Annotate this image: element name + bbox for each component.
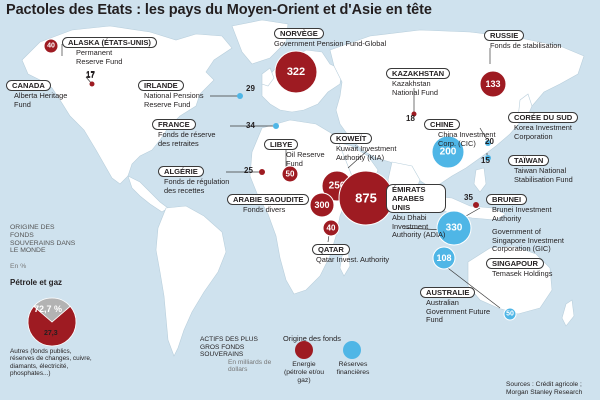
autres-label: Autres (fonds publics, réserves de chang… xyxy=(10,348,92,378)
fund-bubble-value-18: 108 xyxy=(436,253,451,263)
fund-bubble-16 xyxy=(473,202,479,208)
fund-bubble-18 xyxy=(432,246,456,270)
new-zealand-land xyxy=(561,299,575,327)
origin-pie-chart xyxy=(27,297,77,347)
fund-bubble-9 xyxy=(322,219,340,237)
fund-label-australie: AUSTRALIE Australian Government Future F… xyxy=(420,287,496,325)
fund-bubble-value-13: 200 xyxy=(440,147,457,158)
fund-bubble-value-8: 300 xyxy=(314,200,329,210)
fund-bubble-2 xyxy=(274,50,318,94)
origin-legend-unit: En % xyxy=(10,263,27,270)
fund-bubble-11 xyxy=(411,111,417,117)
reserves-legend-label: Réserves financières xyxy=(336,361,370,376)
fund-bubble-value-9: 40 xyxy=(327,224,336,233)
petrole-pct: 72,7 % xyxy=(34,304,63,314)
value-coree: 20 xyxy=(485,137,494,146)
fund-bubble-8 xyxy=(309,192,335,218)
fund-label-emirats: ÉMIRATS ARABES UNIS Abu Dhabi Investment… xyxy=(386,184,454,240)
fund-label-koweit: KOWEÏT Kuwait Investment Authority (KIA) xyxy=(330,133,406,162)
origin-legend-title: ORIGINE DES FONDS SOUVERAINS DANS LE MON… xyxy=(10,224,76,255)
size-legend-unit: En milliards de dollars xyxy=(228,358,272,374)
fund-label-norvege: NORVÈGE Government Pension Fund-Global xyxy=(274,28,387,48)
fund-bubble-value-10: 875 xyxy=(355,191,377,206)
fund-label-irlande: IRLANDE National Pensions Reserve Fund xyxy=(138,80,214,109)
value-kazakhstan: 18 xyxy=(406,114,415,123)
fund-bubble-value-0: 40 xyxy=(47,43,55,50)
size-legend: ACTIFS DES PLUS GROS FONDS SOUVERAINS En… xyxy=(200,336,284,374)
value-irlande: 29 xyxy=(246,84,255,93)
value-canada-plain: 17 xyxy=(86,70,95,79)
fund-bubble-14 xyxy=(485,140,491,146)
value-france: 34 xyxy=(246,121,255,130)
fund-label-kazakhstan: KAZAKHSTAN Kazakhstan National Fund xyxy=(386,68,456,97)
origin-funds-title: Origine des fonds xyxy=(283,334,341,343)
fund-bubble-17 xyxy=(436,210,472,246)
philippines-land xyxy=(473,167,487,193)
fund-bubble-value-17: 330 xyxy=(446,223,463,234)
north-america-land xyxy=(21,25,233,185)
value-algerie: 25 xyxy=(244,166,253,175)
map-title: Pactoles des Etats : les pays du Moyen-O… xyxy=(6,2,432,18)
fund-bubble-value-2: 322 xyxy=(287,66,305,78)
fund-bubble-6 xyxy=(259,169,265,175)
fund-bubble-3 xyxy=(237,93,243,99)
fund-bubble-1 xyxy=(89,81,95,87)
energy-legend-circle xyxy=(295,341,313,359)
source-note: Sources : Crédit agricole ; Morgan Stanl… xyxy=(506,381,583,396)
fund-label-arabie: ARABIE SAOUDITE Fonds divers xyxy=(227,194,310,215)
indonesia-land xyxy=(429,195,507,221)
fund-label-russie: RUSSIE Fonds de stabilisation xyxy=(484,30,562,51)
fund-label-alaska: ALASKA (ÉTATS-UNIS) Permanent Reserve Fu… xyxy=(62,37,157,66)
fund-label-brunei: BRUNEI Brunei Investment Authority xyxy=(486,194,562,223)
fund-label-qatar: QATAR Qatar Invest. Authority xyxy=(312,244,389,265)
fund-bubble-13 xyxy=(431,135,465,169)
size-legend-title: ACTIFS DES PLUS GROS FONDS SOUVERAINS xyxy=(200,336,258,359)
pie-slice-autres xyxy=(33,297,71,323)
fund-bubble-0 xyxy=(43,38,59,54)
fund-bubble-15 xyxy=(485,155,491,161)
origin-legend-symbols xyxy=(295,341,361,359)
fund-bubble-19 xyxy=(503,307,517,321)
reserves-legend-circle xyxy=(343,341,361,359)
fund-label-gic: Government of Singapore Investment Corpo… xyxy=(492,227,564,254)
fund-bubble-value-5: 50 xyxy=(286,170,295,179)
fund-bubble-12 xyxy=(479,70,507,98)
fund-label-algerie: ALGÉRIE Fonds de régulation des recettes xyxy=(158,166,234,195)
energy-legend-label: Energie (pétrole et/ou gaz) xyxy=(283,361,325,384)
south-america-land xyxy=(155,205,227,357)
fund-bubble-5 xyxy=(281,165,299,183)
fund-bubble-value-7: 250 xyxy=(329,181,346,192)
fund-label-libye: LIBYE Oil Reserve Fund xyxy=(264,139,328,168)
fund-label-coree: CORÉE DU SUD Korea Investment Corporatio… xyxy=(508,112,584,141)
fund-label-france: FRANCE Fonds de réserve des retraites xyxy=(152,119,228,148)
value-taiwan: 15 xyxy=(481,156,490,165)
fund-bubble-4 xyxy=(273,123,279,129)
fund-label-canada: CANADA 17 Alberta Heritage Fund xyxy=(6,71,95,109)
fund-bubble-value-19: 50 xyxy=(506,311,514,318)
uk-land xyxy=(261,67,275,87)
fund-label-singapour: SINGAPOUR Temasek Holdings xyxy=(486,258,552,279)
pie-slice-petrole xyxy=(27,305,77,347)
fund-label-chine: CHINE China Investment Corp. (CIC) xyxy=(424,119,508,148)
value-brunei: 35 xyxy=(464,193,473,202)
fund-label-taiwan: TAÏWAN Taiwan National Stabilisation Fun… xyxy=(508,155,590,184)
fund-bubble-value-12: 133 xyxy=(485,79,500,89)
petrole-label: Pétrole et gaz xyxy=(10,278,63,287)
value-canada: 17 xyxy=(86,71,95,80)
autres-pct: 27,3 xyxy=(44,330,58,337)
